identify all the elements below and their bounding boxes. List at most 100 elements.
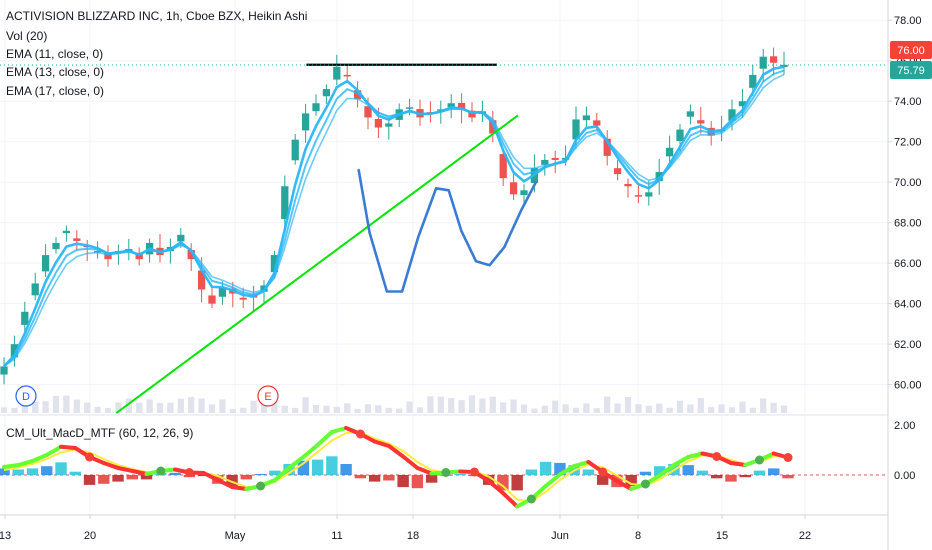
histogram-bar: [497, 475, 509, 491]
candle-body: [353, 90, 362, 100]
macd-segment: [215, 478, 235, 489]
cross-dot: [184, 468, 194, 477]
volume-bar: [375, 405, 382, 413]
cross-dot: [85, 452, 95, 462]
volume-bar: [271, 399, 278, 413]
price-tick-label: 60.00: [894, 380, 922, 392]
osc-tick-label: 2.00: [894, 420, 915, 432]
candle-body: [333, 66, 341, 80]
cross-dot: [783, 453, 793, 462]
candle-body: [104, 252, 112, 260]
histogram-bar: [682, 465, 694, 475]
volume-bar: [437, 396, 444, 413]
volume-bar: [396, 408, 403, 413]
histogram-bar: [12, 469, 24, 475]
volume-bar: [344, 403, 351, 413]
candle-body: [10, 344, 19, 358]
macd-segment: [287, 455, 306, 470]
candle-body: [21, 311, 29, 325]
histogram-bar: [596, 475, 609, 485]
candle-body: [301, 113, 310, 131]
ema-line: [3, 65, 785, 368]
volume-bar: [146, 399, 153, 413]
volume-bar: [541, 405, 548, 413]
price-tick-label: 72.00: [894, 137, 922, 149]
candle-body: [499, 154, 507, 179]
time-tick-label: 22: [799, 530, 811, 542]
cross-dot: [469, 467, 479, 477]
macd-segment: [16, 459, 35, 467]
candle-body: [52, 242, 60, 250]
macd-segment: [130, 469, 149, 476]
volume-bar: [219, 399, 226, 413]
histogram-bar: [383, 475, 395, 481]
volume-bar: [21, 405, 28, 413]
candle-body: [738, 101, 747, 107]
macd-segment: [543, 472, 562, 488]
candle-body: [676, 129, 684, 142]
candle-body: [780, 64, 788, 68]
histogram-bar: [197, 475, 210, 477]
price-tags: 76.00 75.79: [890, 41, 932, 79]
candle-body: [572, 119, 580, 140]
candle-body: [0, 366, 8, 375]
volume-bar: [292, 407, 299, 413]
volume-bar: [333, 406, 340, 413]
histogram-bar: [140, 475, 153, 480]
legend-ema-11: EMA (11, close, 0): [6, 47, 104, 61]
candle-body: [769, 56, 778, 63]
histogram-bar: [326, 456, 338, 475]
ema-line: [3, 73, 785, 368]
macd-segment: [101, 461, 121, 470]
volume-bar: [323, 405, 330, 413]
macd-segment: [329, 426, 349, 434]
candle-body: [41, 255, 50, 272]
price-tick-label: 66.00: [894, 258, 922, 270]
histogram-bar: [98, 475, 110, 484]
candle-body: [728, 109, 736, 121]
volume-bar: [489, 396, 496, 413]
candle-body: [624, 183, 632, 187]
volume-bar: [73, 399, 80, 413]
price-tick-label: 70.00: [894, 177, 922, 189]
candle-body: [93, 251, 102, 253]
volume-bar: [614, 403, 621, 413]
volume-bar: [104, 407, 112, 413]
histogram-bar: [654, 466, 666, 475]
volume-bar: [739, 401, 746, 413]
time-tick-label: 20: [84, 530, 96, 542]
volume-bar: [52, 395, 60, 413]
candle-body: [665, 147, 674, 157]
candle-body: [759, 56, 767, 69]
ema-lines: [3, 65, 785, 368]
time-tick-label: May: [225, 530, 246, 542]
macd-segment: [301, 443, 320, 459]
candle-body: [489, 120, 497, 134]
price-tick-label: 74.00: [894, 96, 922, 108]
chart-title: ACTIVISION BLIZZARD INC, 1h, Cboe BZX, H…: [6, 9, 308, 23]
histogram-bar: [739, 475, 751, 478]
candle-body: [457, 102, 466, 110]
volume-bar: [416, 407, 424, 413]
macd-segment: [315, 430, 334, 447]
candle-body: [291, 139, 299, 161]
candle-body: [593, 120, 601, 126]
cross-dot: [598, 467, 608, 477]
volume-bar: [479, 398, 486, 413]
time-tick-label: 15: [716, 530, 728, 542]
candle-body: [31, 283, 39, 296]
histogram-bar: [112, 475, 124, 482]
macd-segment: [59, 444, 78, 450]
volume-bar: [468, 395, 476, 413]
candle-body: [312, 103, 320, 112]
time-tick-label: 11: [331, 530, 342, 542]
volume-bar: [448, 397, 455, 413]
macd-segment: [671, 455, 691, 467]
volume-bar: [364, 404, 372, 413]
candle-body: [405, 107, 414, 109]
volume-bar: [697, 397, 704, 413]
volume-bar: [84, 402, 91, 413]
volume-bar: [115, 402, 122, 413]
